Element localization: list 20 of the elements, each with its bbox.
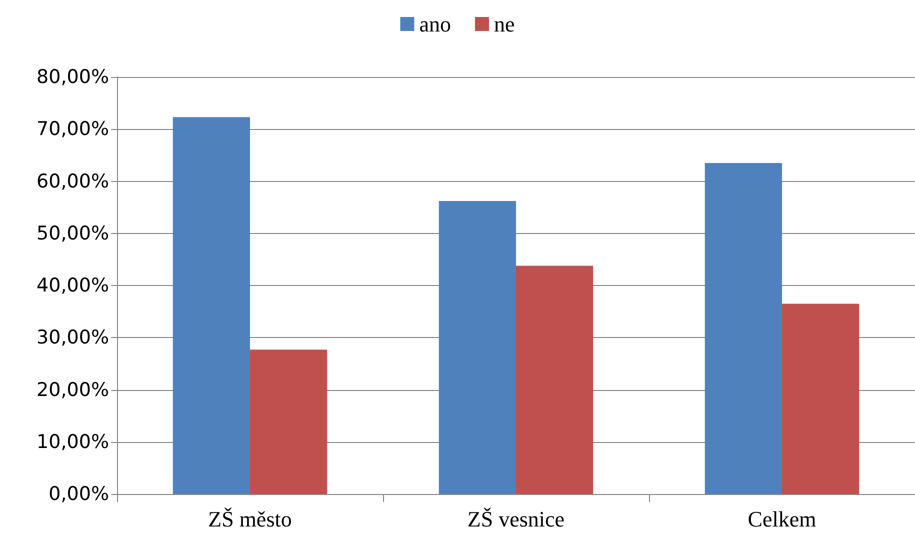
x-tick-label: Celkem bbox=[748, 506, 816, 532]
bar bbox=[172, 117, 250, 494]
legend-label: ano bbox=[419, 12, 451, 36]
y-tick-label: 60,00% bbox=[36, 170, 109, 192]
bar bbox=[704, 163, 782, 494]
y-tick-label: 70,00% bbox=[36, 118, 109, 140]
y-tick-label: 10,00% bbox=[36, 430, 109, 453]
x-tick-label: ZŠ vesnice bbox=[467, 506, 565, 532]
bar bbox=[782, 304, 860, 494]
y-tick-label: 50,00% bbox=[36, 222, 109, 244]
y-tick-label: 40,00% bbox=[36, 274, 109, 296]
y-tick-label: 80,00% bbox=[36, 66, 109, 88]
bar bbox=[250, 350, 328, 494]
y-tick-label: 0,00% bbox=[48, 483, 109, 505]
y-tick-label: 30,00% bbox=[36, 326, 109, 349]
legend-label: ne bbox=[494, 12, 515, 36]
bar bbox=[516, 266, 594, 494]
bar bbox=[438, 201, 516, 494]
x-tick-label: ZŠ město bbox=[208, 506, 292, 532]
y-tick-label: 20,00% bbox=[36, 378, 109, 401]
